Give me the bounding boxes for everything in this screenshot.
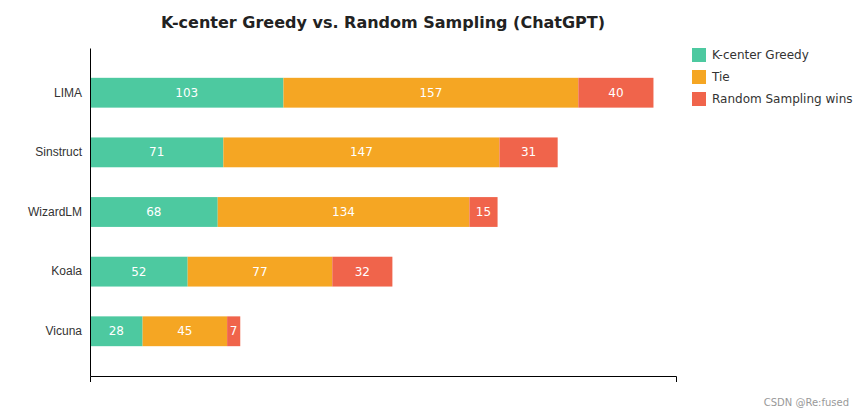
y-tick-label: Sinstruct: [35, 145, 82, 159]
legend-label: Tie: [711, 70, 730, 84]
bar-segment: [90, 78, 283, 108]
bar-segment: [218, 197, 470, 227]
annotation: CSDN @Re:fused: [764, 397, 849, 408]
data-label: 77: [252, 265, 267, 279]
series: [143, 78, 579, 346]
data-label: 40: [608, 86, 623, 100]
legend-swatch: [692, 92, 706, 106]
tick: LIMA: [54, 86, 82, 100]
legend: K-center Greedy Tie Random Sampling wins: [692, 48, 852, 106]
title: K-center Greedy vs. Random Sampling (Cha…: [161, 13, 605, 32]
data-label: 31: [521, 145, 536, 159]
y-axis: LIMA Sinstruct WizardLM Koala Vicuna: [28, 49, 91, 377]
bar-segment: [227, 316, 240, 346]
bar-segment: [332, 257, 392, 287]
x-axis: [91, 377, 677, 383]
data-label: 71: [149, 145, 164, 159]
bars: [90, 78, 653, 346]
data-label: 45: [177, 324, 192, 338]
data-label: 32: [355, 265, 370, 279]
series-labels: 157 147 134 77 45: [177, 86, 442, 339]
tick: Sinstruct: [35, 145, 82, 159]
legend-label: Random Sampling wins: [712, 92, 852, 106]
data-label: 15: [476, 205, 491, 219]
series-labels: 103 71 68 52 28: [109, 86, 199, 339]
bar-segment: [90, 257, 188, 287]
data-label: 147: [350, 145, 373, 159]
bar-segment: [188, 257, 333, 287]
data-label: 68: [146, 205, 161, 219]
bar-segment: [143, 316, 228, 346]
data-label: 7: [230, 324, 238, 338]
bar-segment: [578, 78, 653, 108]
x-axis-line: [91, 377, 677, 383]
y-tick-label: Koala: [51, 264, 82, 278]
data-labels: 103 71 68 52 28 157 147 134 77 45 40 31 15 32 7: [109, 86, 624, 339]
series: [227, 78, 653, 346]
data-label: 134: [332, 205, 355, 219]
data-label: 157: [419, 86, 442, 100]
tick: WizardLM: [28, 205, 82, 219]
legend-item: K-center Greedy: [692, 48, 809, 62]
bar-segment: [90, 316, 143, 346]
legend-item: Tie: [692, 70, 730, 84]
bar-segment: [499, 137, 557, 167]
y-tick-label: LIMA: [54, 86, 82, 100]
bar-segment: [223, 137, 499, 167]
y-axis-line: [90, 49, 91, 377]
data-label: 103: [175, 86, 198, 100]
bar-segment: [90, 197, 218, 227]
bar-segment: [469, 197, 497, 227]
chart: 103 71 68 52 28 157 147 134 77 45 40 31 15 32 7 LIMA Sin…: [0, 0, 861, 416]
legend-swatch: [692, 48, 706, 62]
series-labels: 40 31 15 32 7: [230, 86, 624, 339]
tick: Koala: [51, 264, 82, 278]
data-label: 52: [131, 265, 146, 279]
y-tick-label: WizardLM: [28, 205, 82, 219]
legend-item: Random Sampling wins: [692, 92, 852, 106]
tick: Vicuna: [46, 324, 83, 338]
legend-swatch: [692, 70, 706, 84]
data-label: 28: [109, 324, 124, 338]
legend-label: K-center Greedy: [712, 48, 809, 62]
bar-segment: [90, 137, 223, 167]
y-tick-label: Vicuna: [46, 324, 83, 338]
bar-segment: [283, 78, 578, 108]
plot: 103 71 68 52 28 157 147 134 77 45 40 31 15 32 7 LIMA Sin…: [28, 49, 677, 383]
